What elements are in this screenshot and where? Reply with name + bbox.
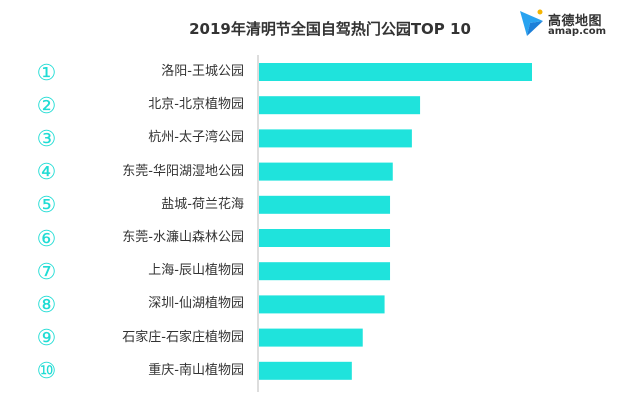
brand-name: 高德地图 (548, 14, 603, 29)
amap-paper-plane-icon (520, 9, 543, 36)
rank-badge: ③ (36, 125, 57, 151)
category-label: 东莞-华阳湖湿地公园 (122, 163, 244, 179)
rank-badge: ④ (36, 159, 57, 185)
rank-badge: ⑦ (36, 258, 57, 284)
bar (259, 328, 363, 347)
amap-logo: 高德地图 amap.com (517, 8, 617, 42)
bar (259, 361, 352, 380)
bar (259, 63, 532, 81)
category-label: 洛阳-王城公园 (161, 64, 244, 79)
category-label: 杭州-太子湾公园 (148, 130, 244, 146)
category-label: 盐城-荷兰花海 (161, 196, 244, 212)
chart-title: 2019年清明节全国自驾热门公园TOP 10 (189, 20, 471, 38)
category-label: 上海-辰山植物园 (148, 263, 244, 279)
category-label: 深圳-仙湖植物园 (148, 296, 244, 312)
bar (259, 96, 421, 115)
category-label: 石家庄-石家庄植物园 (122, 329, 244, 345)
rank-badge: ⑧ (36, 291, 57, 317)
category-label: 东莞-水濂山森林公园 (122, 230, 244, 245)
category-label: 重庆-南山植物园 (148, 362, 244, 378)
rank-badge: ⑨ (36, 325, 57, 351)
bar (259, 129, 412, 148)
rank-badge: ① (36, 59, 57, 85)
bar (259, 262, 391, 281)
bar (259, 229, 391, 247)
brand-domain: amap.com (548, 26, 607, 37)
rank-badge: ⑥ (36, 225, 57, 251)
bar (259, 195, 391, 214)
category-label: 北京-北京植物园 (148, 97, 244, 113)
bar (259, 295, 385, 314)
bar (259, 162, 393, 181)
rank-badge: ⑩ (36, 358, 57, 384)
rank-badge: ⑤ (36, 192, 57, 218)
rank-badge: ② (36, 92, 57, 118)
